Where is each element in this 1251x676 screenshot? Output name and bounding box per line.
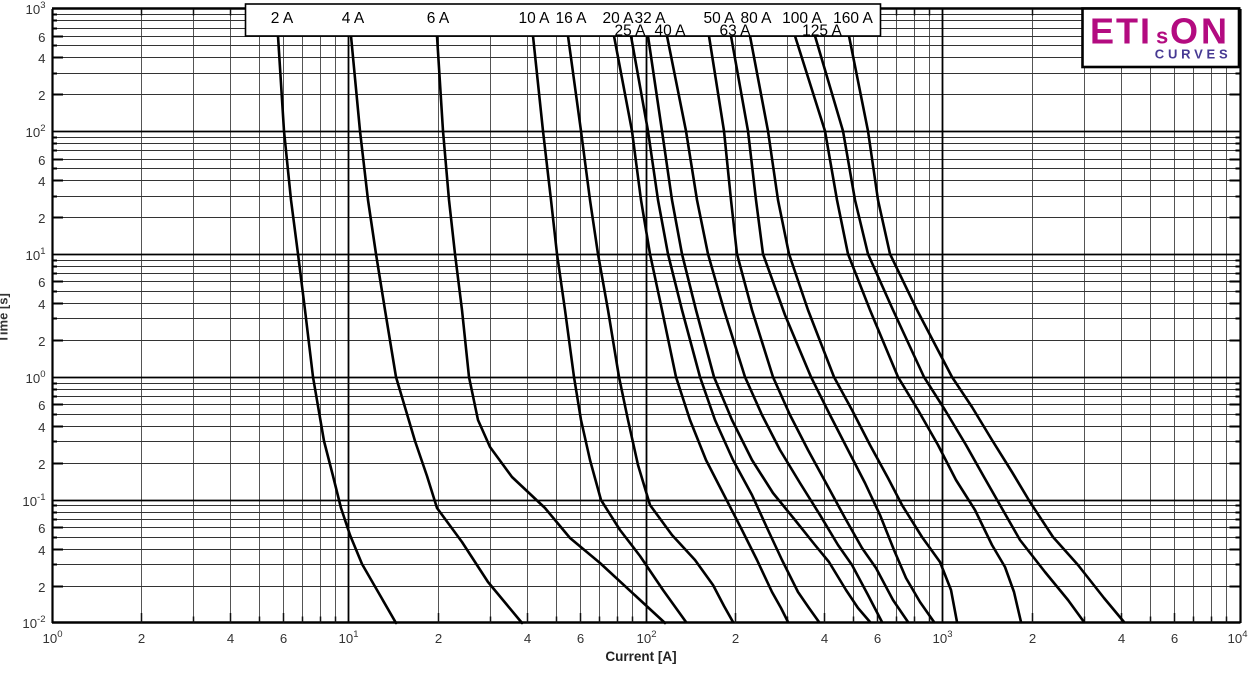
svg-text:2: 2 bbox=[38, 457, 45, 472]
svg-text:4: 4 bbox=[38, 174, 45, 189]
svg-text:2: 2 bbox=[38, 211, 45, 226]
svg-text:4: 4 bbox=[821, 631, 828, 646]
svg-text:16 A: 16 A bbox=[555, 10, 587, 27]
svg-text:2: 2 bbox=[38, 580, 45, 595]
svg-text:100 A: 100 A bbox=[782, 10, 822, 27]
svg-text:Time [s]: Time [s] bbox=[0, 293, 11, 343]
svg-text:6: 6 bbox=[38, 153, 45, 168]
svg-text:4: 4 bbox=[38, 420, 45, 435]
svg-text:s: s bbox=[1156, 24, 1168, 49]
svg-text:63 A: 63 A bbox=[719, 23, 751, 40]
svg-text:6: 6 bbox=[577, 631, 584, 646]
svg-text:4: 4 bbox=[1118, 631, 1125, 646]
svg-text:6: 6 bbox=[38, 30, 45, 45]
svg-text:6: 6 bbox=[1171, 631, 1178, 646]
svg-text:4: 4 bbox=[227, 631, 234, 646]
svg-text:20 A: 20 A bbox=[602, 10, 634, 27]
svg-text:2: 2 bbox=[732, 631, 739, 646]
svg-text:6: 6 bbox=[38, 398, 45, 413]
svg-text:2: 2 bbox=[138, 631, 145, 646]
svg-text:6: 6 bbox=[280, 631, 287, 646]
svg-text:4: 4 bbox=[38, 543, 45, 558]
svg-text:2: 2 bbox=[435, 631, 442, 646]
svg-text:40 A: 40 A bbox=[654, 23, 686, 40]
svg-text:4: 4 bbox=[38, 51, 45, 66]
svg-text:6: 6 bbox=[38, 521, 45, 536]
svg-text:32 A: 32 A bbox=[634, 10, 666, 27]
svg-text:4 A: 4 A bbox=[342, 10, 365, 27]
svg-text:2: 2 bbox=[38, 88, 45, 103]
svg-text:Current [A]: Current [A] bbox=[605, 649, 676, 664]
svg-text:ETI: ETI bbox=[1090, 11, 1152, 52]
svg-text:50 A: 50 A bbox=[703, 10, 735, 27]
svg-text:80 A: 80 A bbox=[740, 10, 772, 27]
svg-text:125 A: 125 A bbox=[802, 23, 842, 40]
svg-text:2: 2 bbox=[1029, 631, 1036, 646]
svg-text:CURVES: CURVES bbox=[1155, 47, 1232, 62]
svg-text:4: 4 bbox=[38, 297, 45, 312]
svg-text:10 A: 10 A bbox=[518, 10, 550, 27]
svg-text:ON: ON bbox=[1170, 11, 1230, 52]
svg-text:6 A: 6 A bbox=[427, 10, 450, 27]
svg-text:6: 6 bbox=[874, 631, 881, 646]
svg-text:160 A: 160 A bbox=[833, 10, 873, 27]
svg-text:2 A: 2 A bbox=[271, 10, 294, 27]
svg-text:6: 6 bbox=[38, 275, 45, 290]
svg-text:2: 2 bbox=[38, 334, 45, 349]
svg-text:4: 4 bbox=[524, 631, 531, 646]
svg-text:25 A: 25 A bbox=[614, 23, 646, 40]
